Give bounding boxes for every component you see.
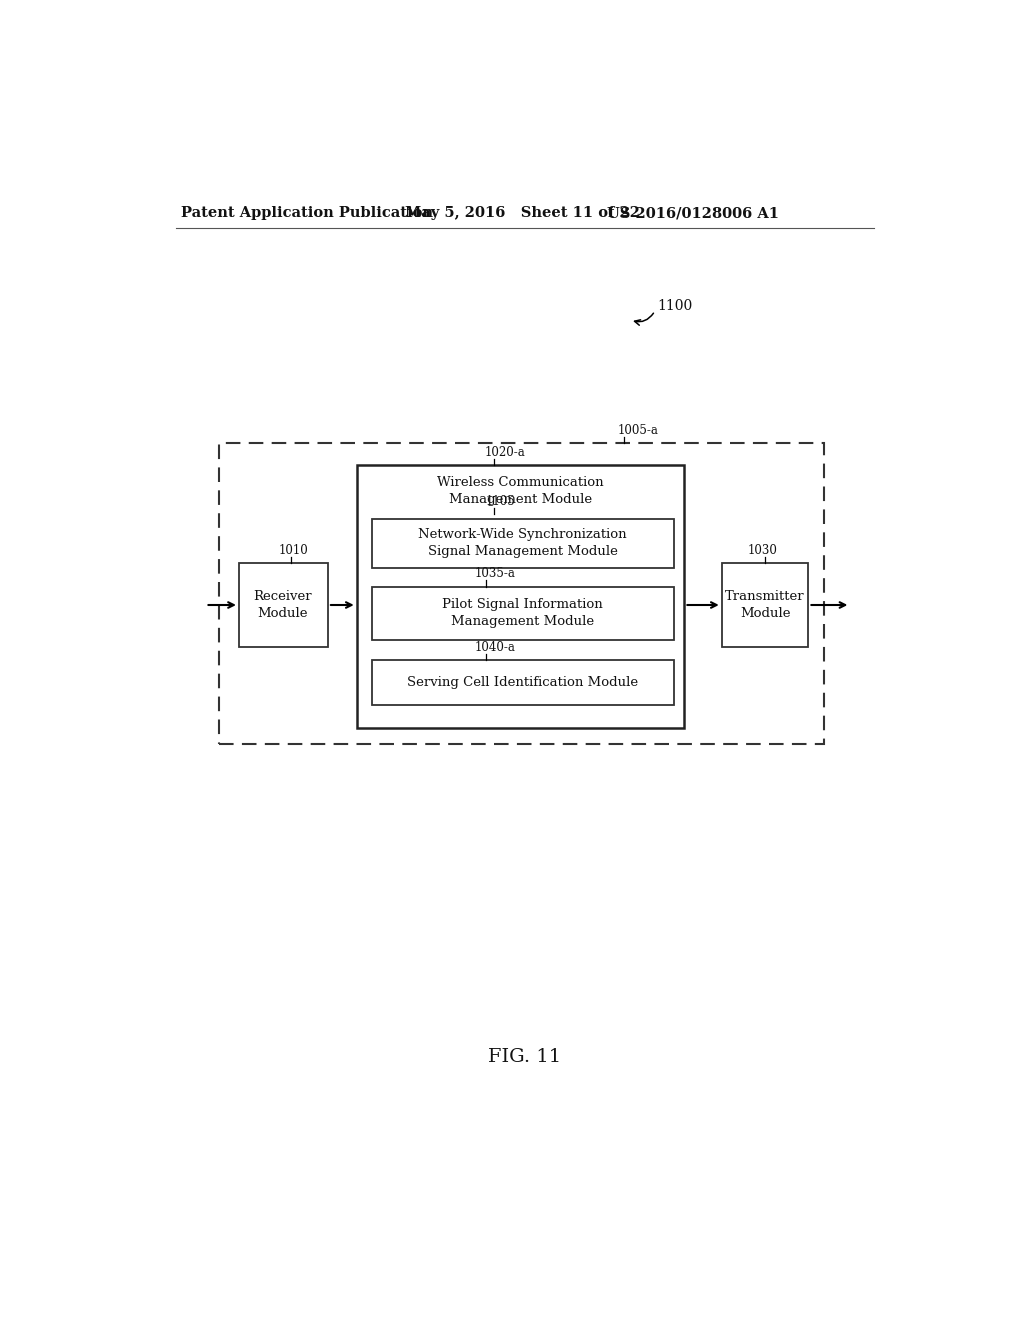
Text: Network-Wide Synchronization
Signal Management Module: Network-Wide Synchronization Signal Mana… (418, 528, 627, 558)
Bar (722, 564, 809, 647)
Text: 1040-a: 1040-a (474, 640, 515, 653)
Text: 1020-a: 1020-a (484, 446, 525, 459)
Text: Transmitter
Module: Transmitter Module (725, 590, 805, 620)
Bar (372, 519, 674, 568)
Bar (356, 465, 684, 729)
Text: FIG. 11: FIG. 11 (488, 1048, 561, 1065)
Text: Wireless Communication
Management Module: Wireless Communication Management Module (437, 475, 603, 506)
Bar (219, 444, 824, 743)
Bar (239, 564, 328, 647)
Text: Pilot Signal Information
Management Module: Pilot Signal Information Management Modu… (442, 598, 603, 628)
Text: May 5, 2016   Sheet 11 of 22: May 5, 2016 Sheet 11 of 22 (406, 206, 640, 220)
Text: 1010: 1010 (280, 544, 309, 557)
Text: 1005-a: 1005-a (617, 424, 658, 437)
Text: 1030: 1030 (748, 544, 778, 557)
Text: US 2016/0128006 A1: US 2016/0128006 A1 (607, 206, 779, 220)
Text: 1100: 1100 (657, 298, 692, 313)
Bar (372, 660, 674, 705)
Text: 1035-a: 1035-a (474, 566, 515, 579)
Text: Receiver
Module: Receiver Module (254, 590, 312, 620)
Bar (372, 586, 674, 640)
Text: Serving Cell Identification Module: Serving Cell Identification Module (407, 676, 638, 689)
Text: Patent Application Publication: Patent Application Publication (180, 206, 433, 220)
Text: 1105: 1105 (486, 495, 516, 508)
